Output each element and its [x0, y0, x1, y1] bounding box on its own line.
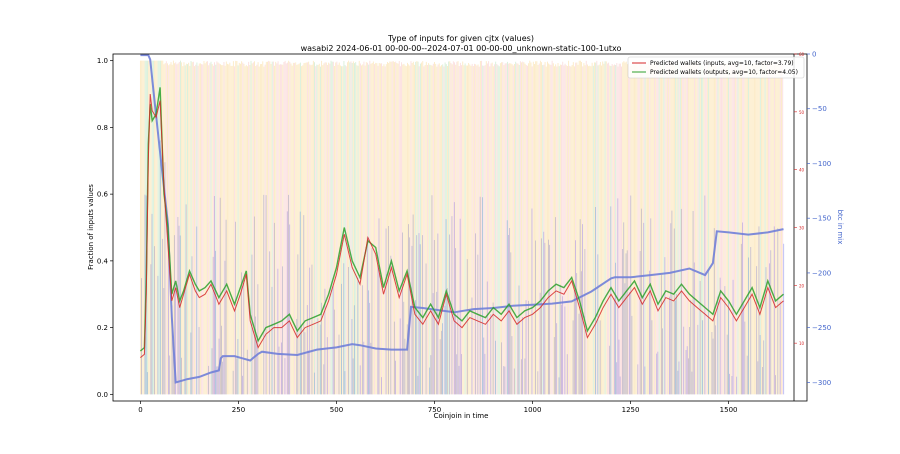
y-tick-label: 0.2 [97, 324, 108, 332]
right-axis-label: btc in mix [836, 210, 844, 245]
series-lines [139, 54, 784, 384]
inner-y-tick-label: 30 [799, 226, 805, 231]
inner-y-axis-ticks: 10 20 30 40 50 60 [794, 52, 805, 346]
x-tick-label: 250 [232, 406, 245, 414]
right-y-tick-label: −100 [812, 160, 831, 168]
chart-subtitle: wasabi2 2024-06-01 00-00-00--2024-07-01 … [301, 44, 622, 53]
right-y-tick-label: −50 [812, 105, 827, 113]
inner-y-tick-label: 40 [799, 168, 805, 173]
y-tick-label: 0.6 [97, 191, 109, 199]
y-tick-label: 0.0 [97, 391, 108, 399]
right-y-tick-label: 0 [812, 51, 816, 59]
right-y-tick-label: −150 [812, 215, 831, 223]
legend-label-inputs: Predicted wallets (inputs, avg=10, facto… [650, 60, 794, 67]
inner-y-tick-label: 20 [799, 283, 805, 288]
y-tick-label: 0.8 [97, 124, 108, 132]
x-tick-label: 1000 [524, 406, 542, 414]
outputs-line [139, 87, 784, 352]
plot-frame [112, 53, 808, 402]
y-tick-label: 1.0 [97, 57, 108, 65]
legend-box [627, 56, 805, 79]
x-tick-label: 1500 [720, 406, 738, 414]
x-tick-label: 500 [330, 406, 343, 414]
inner-y-tick-label: 50 [799, 110, 805, 115]
inner-y-tick-label: 10 [799, 341, 805, 346]
right-y-tick-label: −250 [812, 324, 831, 332]
right-y-axis-ticks: 0 −50 −100 −150 −200 −250 −300 [807, 51, 831, 387]
legend-label-outputs: Predicted wallets (outputs, avg=10, fact… [650, 69, 798, 76]
right-y-tick-label: −200 [812, 269, 831, 277]
btc-in-mix-line [140, 54, 784, 384]
y-axis-label: Fraction of inputs values [87, 184, 95, 270]
background-bands [139, 60, 785, 395]
x-tick-label: 1250 [622, 406, 640, 414]
x-axis-label: Coinjoin in time [434, 412, 489, 420]
x-axis-ticks: 0 250 500 750 1000 1250 1500 [138, 401, 737, 414]
right-y-tick-label: −300 [812, 379, 831, 387]
y-tick-label: 0.4 [97, 257, 109, 265]
chart-title: Type of inputs for given cjtx (values) [387, 34, 534, 43]
legend: Predicted wallets (inputs, avg=10, facto… [627, 56, 805, 79]
y-axis-ticks: 0.0 0.2 0.4 0.6 0.8 1.0 [97, 57, 113, 399]
inner-y-tick-label: 60 [799, 52, 805, 57]
inputs-line [140, 93, 784, 358]
x-tick-label: 0 [138, 406, 142, 414]
x-tick-label: 750 [428, 406, 441, 414]
